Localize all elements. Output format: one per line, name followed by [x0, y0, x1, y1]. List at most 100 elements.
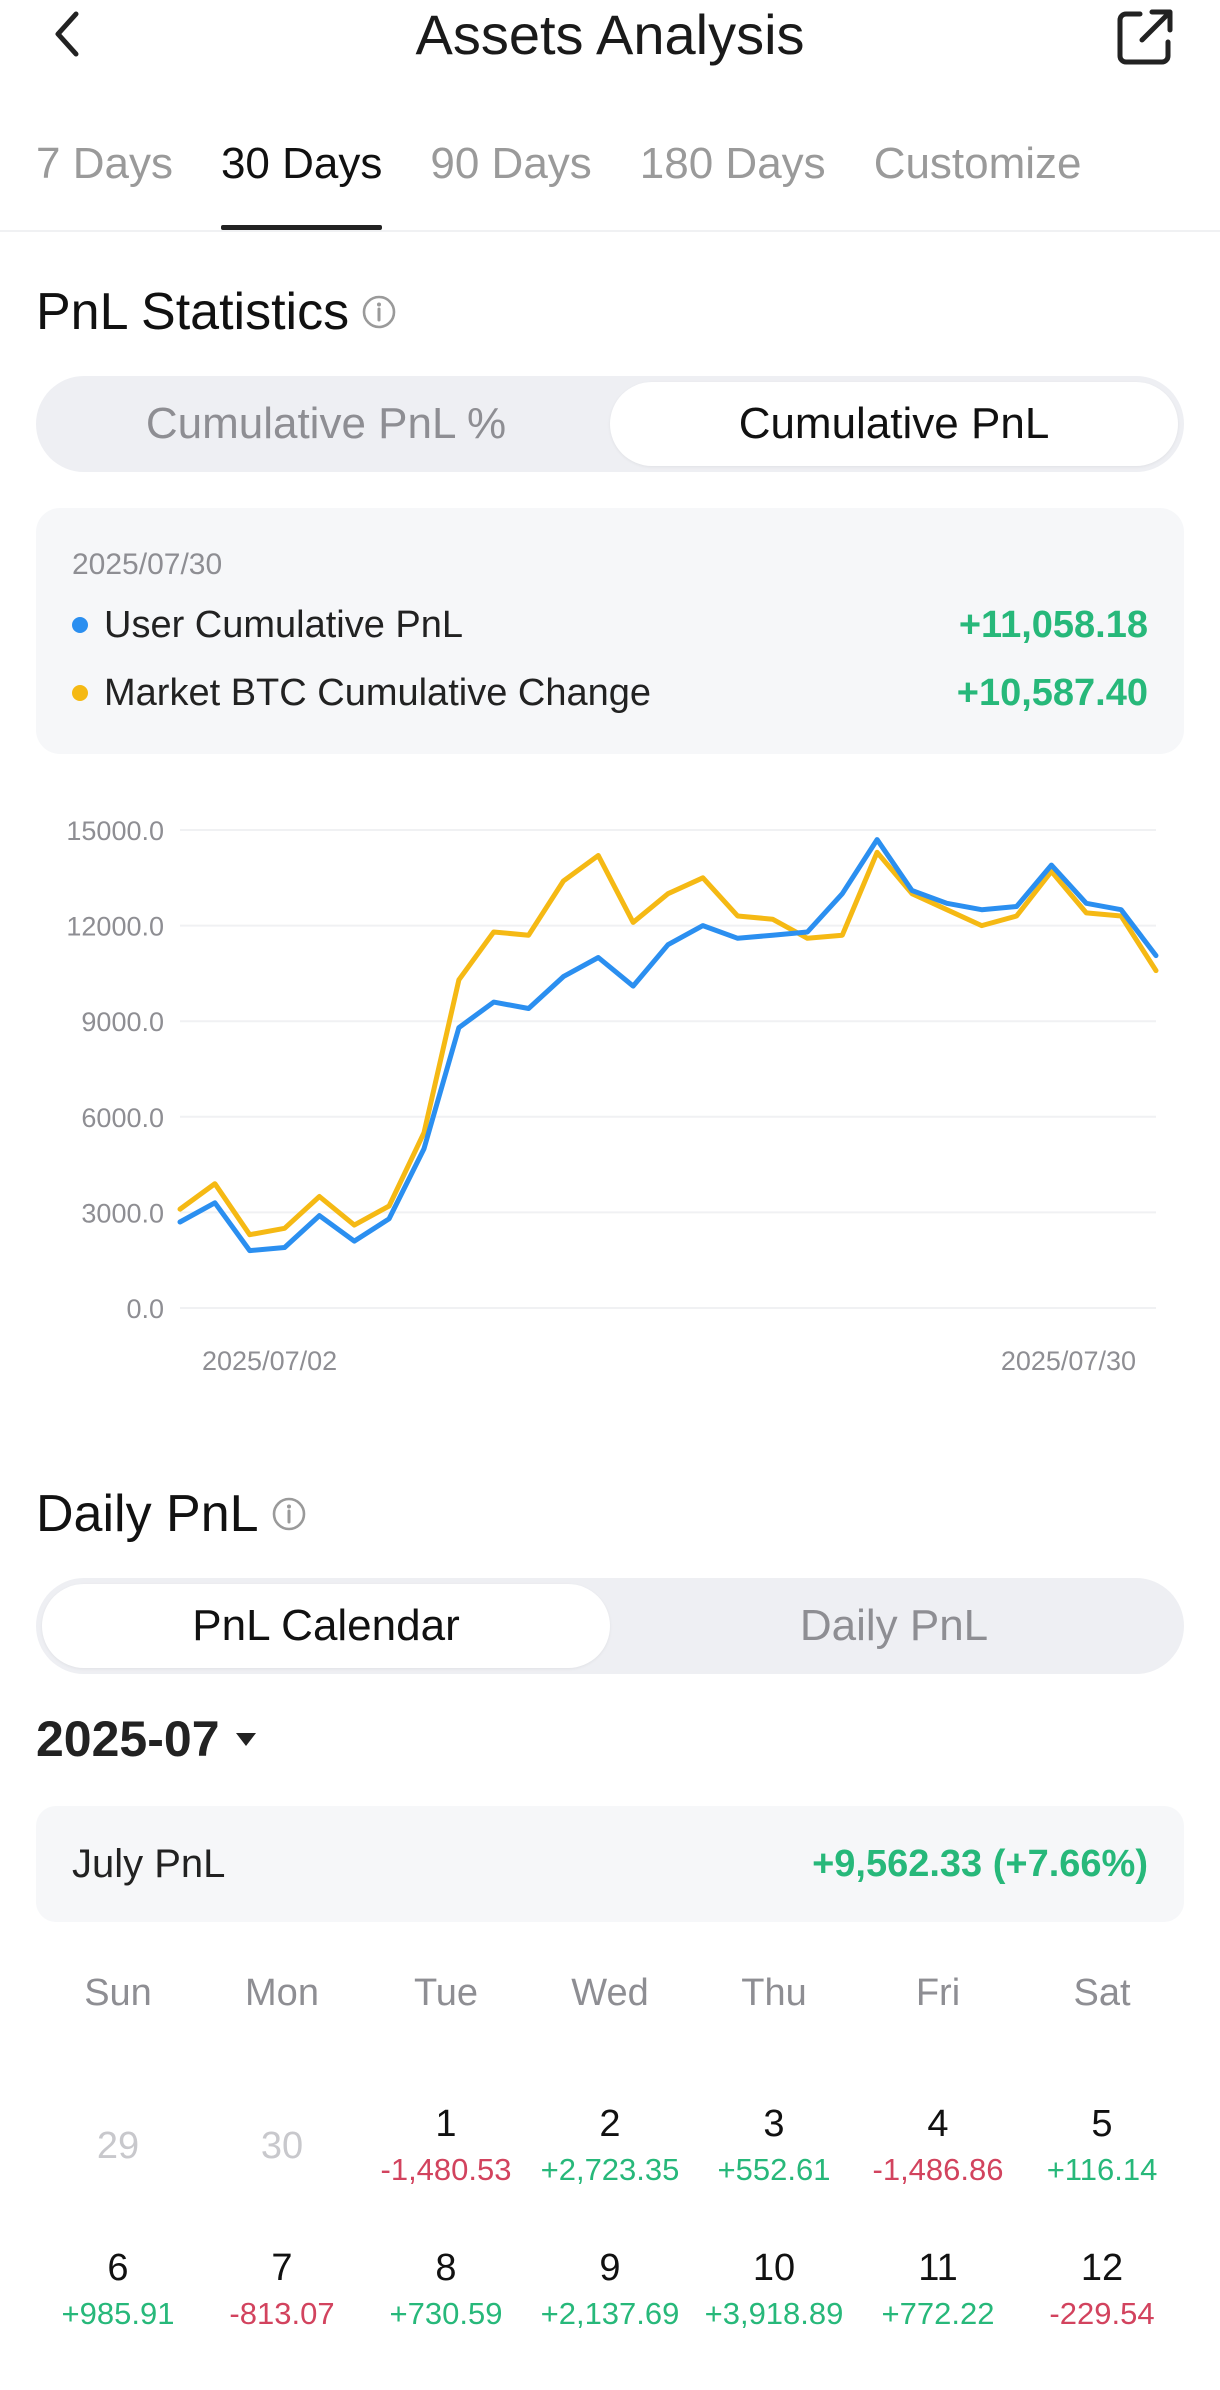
legend-label: Market BTC Cumulative Change	[104, 671, 651, 714]
info-icon[interactable]	[361, 294, 397, 330]
range-tabs: 7 Days 30 Days 90 Days 180 Days Customiz…	[36, 128, 1130, 230]
weekday-header: Sun Mon Tue Wed Thu Fri Sat	[36, 1972, 1184, 2015]
calendar-week-1: 29 30 1 -1,480.53 2 +2,723.35 3 +552.61 …	[36, 2100, 1184, 2220]
share-external-icon	[1117, 9, 1173, 65]
pnl-statistics-heading: PnL Statistics	[36, 282, 397, 342]
calendar-day-cell[interactable]: 9 +2,137.69	[528, 2244, 692, 2364]
calendar-day-pnl: +985.91	[61, 2296, 175, 2331]
calendar-day-number: 11	[918, 2247, 958, 2289]
calendar-day-pnl: -1,480.53	[380, 2152, 512, 2187]
calendar-day-pnl: +552.61	[717, 2152, 831, 2187]
calendar-day-number: 8	[435, 2247, 457, 2289]
pnl-calendar-option[interactable]: PnL Calendar	[42, 1584, 610, 1668]
calendar-day-number: 5	[1091, 2103, 1113, 2145]
calendar-day-pnl: +2,137.69	[540, 2296, 680, 2331]
calendar-day-cell[interactable]: 12 -229.54	[1020, 2244, 1184, 2364]
cumulative-pnl-option[interactable]: Cumulative PnL	[610, 382, 1178, 466]
weekday-wed: Wed	[571, 1972, 649, 2014]
calendar-day-pnl: +2,723.35	[540, 2152, 680, 2187]
calendar-day-pnl: +772.22	[881, 2296, 995, 2331]
calendar-day-cell[interactable]: 7 -813.07	[200, 2244, 364, 2364]
month-pnl-label: July PnL	[72, 1842, 226, 1886]
calendar-day-number: 4	[927, 2103, 949, 2145]
calendar-day-cell[interactable]: 3 +552.61	[692, 2100, 856, 2220]
legend-row-market: Market BTC Cumulative Change +10,587.40	[72, 668, 1148, 718]
y-tick-label: 3000.0	[81, 1198, 164, 1228]
daily-pnl-option[interactable]: Daily PnL	[799, 1601, 989, 1650]
market-series-dot	[72, 685, 88, 701]
tab-7-days[interactable]: 7 Days	[36, 139, 173, 188]
weekday-fri: Fri	[915, 1972, 961, 2014]
calendar-day-number: 10	[752, 2247, 796, 2289]
month-pnl-card: July PnL +9,562.33 (+7.66%)	[36, 1806, 1184, 1922]
calendar-day-pnl: +3,918.89	[704, 2296, 844, 2331]
info-icon[interactable]	[271, 1496, 307, 1532]
calendar-day-pnl: +116.14	[1046, 2152, 1158, 2187]
share-button[interactable]	[1110, 2, 1180, 72]
tab-30-days[interactable]: 30 Days	[220, 128, 383, 230]
calendar-day-cell[interactable]: 1 -1,480.53	[364, 2100, 528, 2220]
calendar-day-cell[interactable]: 10 +3,918.89	[692, 2244, 856, 2364]
user-pnl-line	[177, 837, 1159, 1254]
cumulative-pnl-chart[interactable]: 15000.0 12000.0 9000.0 6000.0 3000.0 0.0 2025/…	[0, 790, 1220, 1390]
legend-row-user: User Cumulative PnL +11,058.18	[72, 600, 1148, 650]
calendar-day-number: 12	[1080, 2247, 1124, 2289]
calendar-day-number: 29	[96, 2125, 140, 2167]
y-tick-label: 15000.0	[66, 816, 164, 846]
calendar-day-cell[interactable]: 5 +116.14	[1020, 2100, 1184, 2220]
legend-value: +10,587.40	[956, 671, 1148, 714]
calendar-day-cell[interactable]: 8 +730.59	[364, 2244, 528, 2364]
calendar-day-cell[interactable]: 6 +985.91	[36, 2244, 200, 2364]
user-series-dot	[72, 617, 88, 633]
caret-down-icon	[234, 1730, 258, 1748]
calendar-day-cell[interactable]: 11 +772.22	[856, 2244, 1020, 2364]
calendar-day-pnl: +730.59	[389, 2296, 503, 2331]
calendar-day-number: 3	[763, 2103, 785, 2145]
month-selector[interactable]: 2025-07	[36, 1710, 258, 1768]
y-tick-label: 6000.0	[81, 1103, 164, 1133]
y-tick-label: 9000.0	[81, 1007, 164, 1037]
calendar-day-number: 9	[599, 2247, 621, 2289]
legend-label: User Cumulative PnL	[104, 603, 464, 646]
x-tick-label: 2025/07/02	[202, 1346, 337, 1376]
calendar-day-pnl: -229.54	[1049, 2296, 1155, 2331]
calendar-day-number: 1	[435, 2103, 457, 2145]
cumulative-pnl-percent-option[interactable]: Cumulative PnL %	[145, 399, 507, 448]
pnl-mode-toggle: Cumulative PnL % Cumulative PnL	[36, 376, 1184, 472]
calendar-day-cell[interactable]: 2 +2,723.35	[528, 2100, 692, 2220]
tab-customize[interactable]: Customize	[873, 139, 1082, 188]
y-tick-label: 0.0	[126, 1294, 164, 1324]
calendar-day-pnl: -813.07	[229, 2296, 335, 2331]
chevron-left-icon	[55, 11, 79, 57]
pnl-statistics-title: PnL Statistics	[36, 283, 350, 341]
top-bar: Assets Analysis	[0, 0, 1220, 80]
weekday-sun: Sun	[84, 1972, 152, 2014]
weekday-tue: Tue	[413, 1972, 479, 2014]
summary-date: 2025/07/30	[72, 548, 223, 581]
calendar-day-number: 7	[271, 2247, 293, 2289]
chart-svg: 15000.0 12000.0 9000.0 6000.0 3000.0 0.0 2025/…	[66, 816, 1159, 1376]
calendar-day-pnl: -1,486.86	[872, 2152, 1004, 2187]
pnl-summary-card: 2025/07/30 User Cumulative PnL +11,058.1…	[36, 508, 1184, 754]
y-tick-label: 12000.0	[66, 912, 164, 942]
tab-180-days[interactable]: 180 Days	[639, 139, 826, 188]
calendar-week-2: 6 +985.91 7 -813.07 8 +730.59 9 +2,137.6…	[36, 2244, 1184, 2364]
calendar-day-cell[interactable]: 4 -1,486.86	[856, 2100, 1020, 2220]
weekday-sat: Sat	[1073, 1972, 1131, 2014]
calendar-day-number: 30	[260, 2125, 304, 2167]
daily-pnl-heading: Daily PnL	[36, 1484, 307, 1544]
x-tick-label: 2025/07/30	[1001, 1346, 1136, 1376]
calendar-day-cell: 30	[200, 2100, 364, 2220]
weekday-mon: Mon	[245, 1972, 319, 2014]
calendar-day-number: 6	[107, 2247, 129, 2289]
tabs-divider	[0, 230, 1220, 232]
page-title: Assets Analysis	[415, 3, 805, 66]
calendar-day-cell: 29	[36, 2100, 200, 2220]
tab-90-days[interactable]: 90 Days	[430, 139, 592, 188]
back-button[interactable]	[38, 4, 98, 64]
month-pnl-value: +9,562.33 (+7.66%)	[812, 1843, 1148, 1885]
legend-value: +11,058.18	[958, 603, 1148, 646]
month-value: 2025-07	[36, 1711, 220, 1767]
calendar-day-number: 2	[599, 2103, 621, 2145]
market-btc-line	[177, 849, 1159, 1238]
